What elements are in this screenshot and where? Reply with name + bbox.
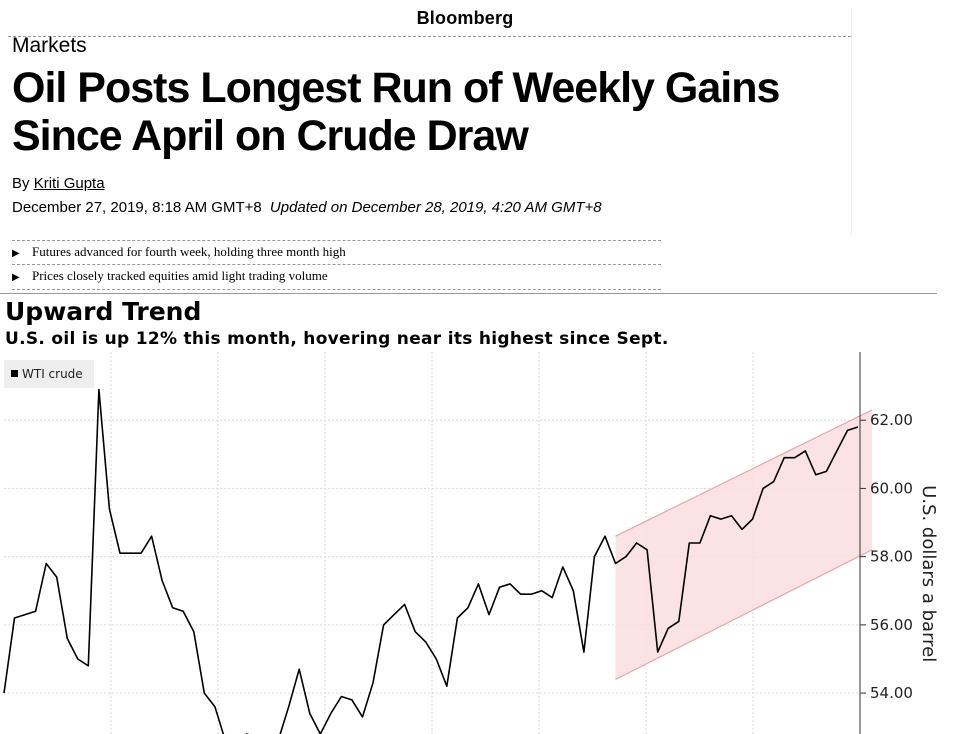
brand-logo: Bloomberg xyxy=(416,8,514,28)
summary-bullet-text: Futures advanced for fourth week, holdin… xyxy=(32,244,346,259)
chart-subtitle: U.S. oil is up 12% this month, hovering … xyxy=(5,329,669,349)
chart-title: Upward Trend xyxy=(5,297,202,326)
legend-label: WTI crude xyxy=(22,367,83,381)
y-tick-label: 58.00 xyxy=(870,548,913,566)
trend-channel-area xyxy=(615,409,872,680)
byline: By Kriti Gupta xyxy=(12,175,105,192)
section-label[interactable]: Markets xyxy=(12,34,87,57)
bullet-arrow-icon: ▶ xyxy=(12,272,20,283)
header-divider xyxy=(8,36,851,37)
series-line-wti-crude xyxy=(3,388,859,734)
summary-bullet: ▶ Futures advanced for fourth week, holdi… xyxy=(12,240,661,263)
price-chart: 54.00 56.00 58.00 60.00 62.00 WTI crude U.S.… xyxy=(3,352,939,734)
article-headline: Oil Posts Longest Run of Weekly Gains Si… xyxy=(12,64,780,160)
trend-channel-lower xyxy=(615,549,873,680)
summary-bullet-text: Prices closely tracked equities amid lig… xyxy=(32,268,328,283)
summary-bullet: ▶ Prices closely tracked equities amid li… xyxy=(12,264,661,287)
y-tick-label: 54.00 xyxy=(870,684,913,702)
column-divider xyxy=(851,8,852,236)
legend: WTI crude xyxy=(4,360,94,388)
y-tick-label: 56.00 xyxy=(870,616,913,634)
trend-channel-upper xyxy=(615,409,873,537)
bullet-arrow-icon: ▶ xyxy=(12,248,20,259)
y-tick-label: 62.00 xyxy=(870,411,913,429)
updated-date: Updated on December 28, 2019, 4:20 AM GM… xyxy=(269,199,602,216)
y-axis-ticks: 54.00 56.00 58.00 60.00 62.00 xyxy=(860,411,913,702)
byline-prefix: By xyxy=(12,175,30,192)
legend-swatch xyxy=(11,370,18,377)
dateline: December 27, 2019, 8:18 AM GMT+8 Updated… xyxy=(12,199,602,216)
y-tick-label: 60.00 xyxy=(870,479,913,497)
legend-box xyxy=(4,360,94,388)
trend-channel xyxy=(615,409,873,680)
series-layer xyxy=(3,388,859,734)
y-axis-label: U.S. dollars a barrel xyxy=(918,485,939,662)
published-date: December 27, 2019, 8:18 AM GMT+8 xyxy=(12,199,262,216)
bullet-divider xyxy=(12,289,661,290)
author-link[interactable]: Kriti Gupta xyxy=(33,175,105,192)
chart-divider xyxy=(0,293,937,294)
